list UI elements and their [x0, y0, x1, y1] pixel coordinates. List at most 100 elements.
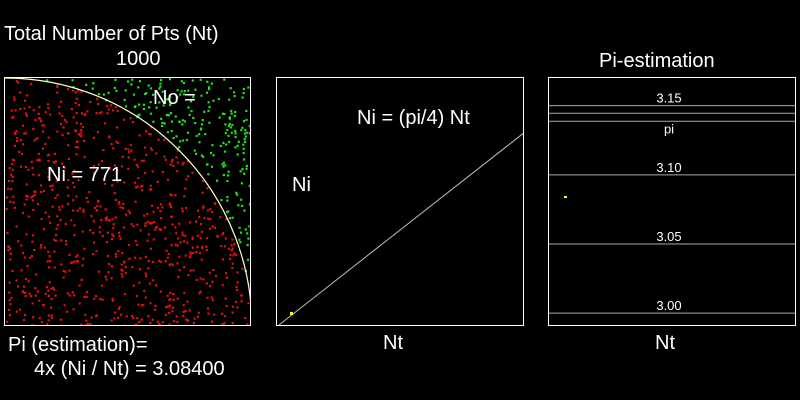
- outside-point: [207, 101, 210, 104]
- inside-point: [155, 284, 158, 287]
- outside-point: [207, 86, 211, 89]
- inside-point: [38, 317, 41, 320]
- inside-point: [15, 130, 18, 133]
- inside-point: [96, 98, 99, 101]
- inside-point: [103, 122, 107, 125]
- inside-point: [132, 225, 135, 228]
- inside-point: [169, 193, 172, 196]
- inside-point: [47, 136, 50, 139]
- inside-point: [203, 217, 206, 220]
- monte-carlo-scatter-panel: No = Ni = 771: [4, 77, 251, 326]
- outside-point: [237, 204, 240, 207]
- inside-point: [74, 91, 77, 94]
- inside-point: [31, 302, 34, 305]
- inside-point: [83, 296, 86, 299]
- inside-point: [38, 105, 41, 109]
- inside-point: [185, 206, 188, 210]
- inside-point: [159, 260, 162, 263]
- inside-point: [184, 234, 187, 237]
- inside-point: [75, 111, 78, 115]
- inside-point: [174, 226, 177, 229]
- inside-point: [106, 254, 110, 258]
- inside-point: [136, 243, 139, 246]
- inside-point: [170, 215, 173, 218]
- outside-point: [203, 110, 206, 113]
- inside-point: [119, 206, 122, 209]
- inside-point: [183, 291, 186, 294]
- inside-point: [121, 155, 124, 158]
- current-ni-point: [290, 312, 293, 315]
- inside-point: [139, 257, 142, 260]
- inside-point: [31, 324, 34, 325]
- inside-point: [182, 304, 185, 307]
- inside-point: [134, 181, 137, 184]
- inside-point: [125, 315, 128, 318]
- inside-point: [103, 182, 107, 185]
- inside-point: [174, 243, 177, 246]
- outside-point: [143, 92, 147, 96]
- inside-point: [85, 196, 88, 199]
- inside-point: [31, 240, 34, 243]
- pi-estimate-point: [564, 195, 567, 198]
- inside-point: [21, 252, 25, 255]
- inside-point: [92, 232, 95, 235]
- inside-point: [151, 318, 154, 321]
- inside-point: [176, 161, 179, 164]
- inside-point: [59, 318, 62, 321]
- inside-point: [37, 152, 40, 155]
- outside-point: [181, 119, 184, 122]
- inside-point: [178, 255, 181, 258]
- inside-point: [42, 228, 46, 231]
- outside-point: [224, 123, 227, 126]
- inside-point: [134, 239, 137, 243]
- inside-point: [54, 196, 57, 199]
- inside-point: [182, 314, 185, 317]
- outside-point: [247, 86, 250, 89]
- outside-point: [211, 144, 214, 147]
- inside-point: [170, 194, 173, 197]
- tick-label-3-15: 3.15: [656, 91, 681, 106]
- outside-point: [199, 78, 202, 81]
- inside-point: [169, 205, 172, 208]
- inside-point: [170, 160, 173, 163]
- inside-point: [148, 282, 152, 285]
- inside-point: [30, 324, 34, 325]
- inside-point: [112, 235, 115, 238]
- outside-point: [230, 109, 233, 113]
- outside-point: [245, 109, 248, 112]
- inside-point: [197, 311, 200, 314]
- outside-point: [180, 80, 183, 83]
- inside-point: [108, 167, 111, 170]
- inside-point: [106, 231, 109, 234]
- outside-point: [161, 90, 164, 93]
- outside-point: [241, 126, 244, 129]
- outside-point: [124, 89, 127, 92]
- outside-point: [126, 80, 130, 83]
- inside-point: [23, 256, 26, 259]
- inside-point: [41, 130, 44, 133]
- inside-point: [96, 205, 99, 208]
- inside-point: [24, 132, 27, 135]
- inside-point: [47, 176, 50, 179]
- inside-point: [85, 295, 88, 298]
- inside-point: [131, 265, 134, 268]
- outside-point: [170, 130, 173, 133]
- inside-point: [49, 221, 52, 224]
- inside-point: [7, 187, 10, 190]
- pi-estimation-label: Pi (estimation)=: [8, 334, 148, 356]
- inside-point: [26, 264, 29, 268]
- inside-point: [100, 111, 103, 114]
- outside-point: [243, 172, 246, 175]
- inside-point: [25, 233, 28, 236]
- outside-point: [233, 114, 236, 118]
- inside-point: [150, 222, 153, 225]
- inside-point: [231, 311, 234, 314]
- inside-point: [80, 278, 83, 281]
- inside-point: [128, 211, 131, 214]
- inside-point: [196, 234, 199, 237]
- outside-point: [142, 107, 145, 111]
- inside-point: [15, 279, 18, 282]
- outside-point: [137, 114, 140, 117]
- inside-point: [176, 297, 179, 300]
- inside-point: [134, 186, 138, 189]
